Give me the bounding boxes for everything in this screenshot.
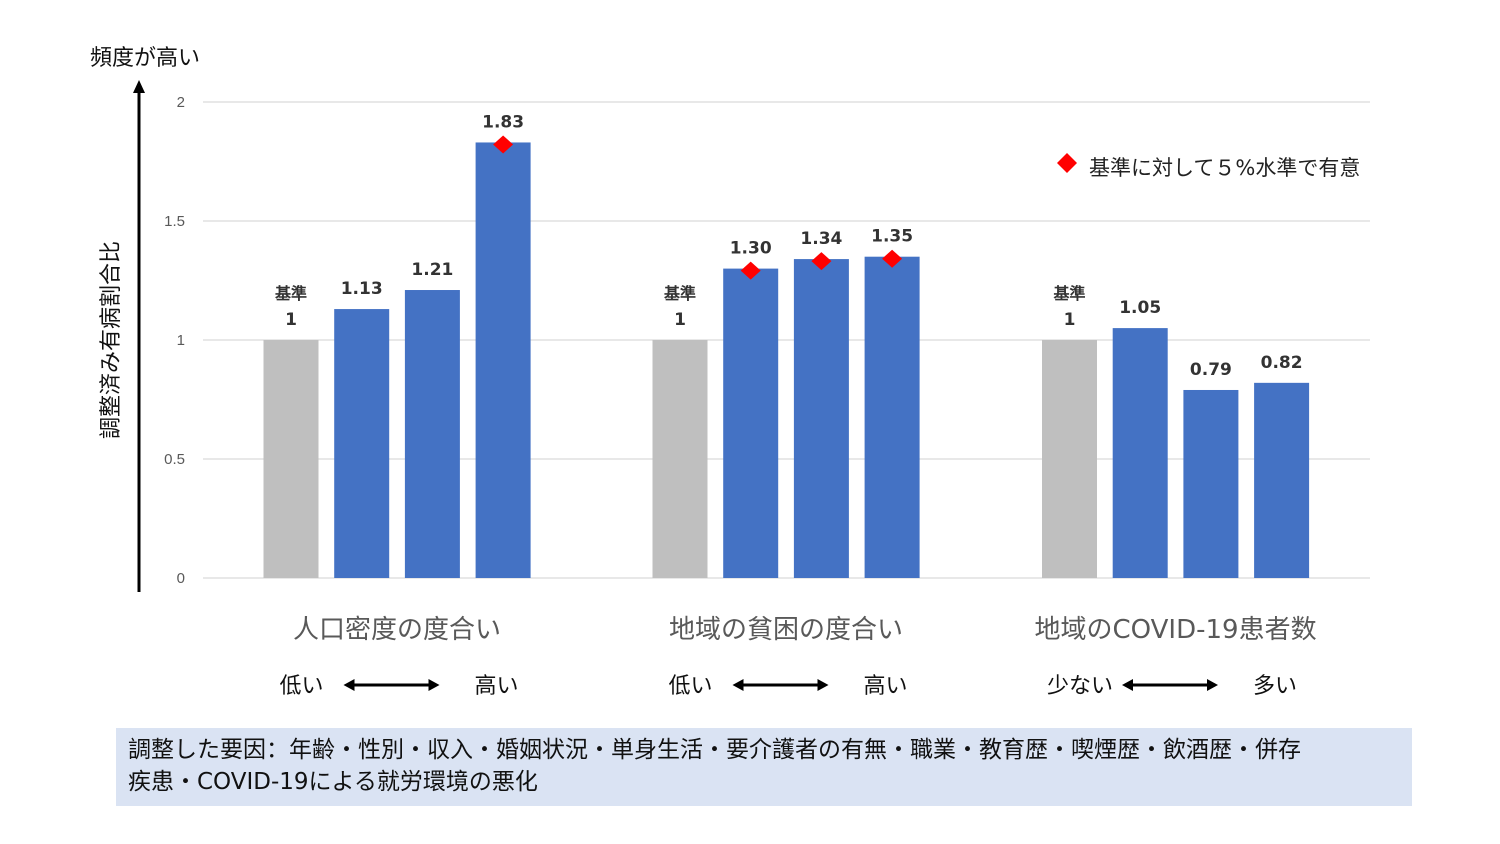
low-label: 少ない	[1047, 674, 1113, 699]
bar	[1183, 389, 1239, 578]
legend-text: 基準に対して５%水準で有意	[1089, 156, 1360, 180]
footnote-line-1: 調整した要因：年齢・性別・収入・婚姻状況・単身生活・要介護者の有無・職業・教育歴…	[128, 737, 1301, 763]
legend-diamond-icon	[1057, 153, 1077, 173]
significance-marker	[740, 261, 761, 280]
reference-bar	[652, 340, 708, 578]
low-label: 低い	[279, 674, 323, 699]
value-labels: 基準 1 1.13 1.21 1.83 基準 1 1.30 1.34 1.35 基準 1 1.05 0.7…	[274, 112, 1303, 380]
reference-label: 基準	[1052, 284, 1085, 303]
value-label: 1	[1064, 310, 1076, 330]
bar	[404, 290, 460, 578]
arrow-right-head	[428, 679, 440, 691]
value-label: 0.82	[1261, 353, 1303, 373]
significance-marker	[882, 249, 903, 268]
reference-bar	[1042, 340, 1097, 578]
value-label: 1.05	[1119, 298, 1161, 318]
y-tick-label: 0.5	[164, 451, 185, 468]
bar	[864, 256, 920, 578]
value-label: 1.13	[341, 279, 383, 299]
arrow-left-head	[1122, 679, 1133, 691]
adjusted-factors-note: 調整した要因：年齢・性別・収入・婚姻状況・単身生活・要介護者の有無・職業・教育歴…	[116, 728, 1412, 806]
low-label: 低い	[668, 674, 712, 699]
high-label: 高い	[863, 674, 907, 699]
y-axis-label: 調整済み有病割合比	[99, 241, 124, 439]
arrow-left-head	[343, 679, 355, 691]
value-label: 1.83	[482, 112, 524, 132]
arrow-left-head	[732, 679, 744, 691]
footnote-line-2: 疾患・COVID-19による就労環境の悪化	[128, 769, 538, 795]
value-label: 1.35	[871, 227, 913, 247]
significance-markers	[493, 135, 903, 280]
value-label: 1.34	[800, 229, 842, 249]
bar	[334, 309, 390, 578]
significance-marker	[493, 135, 514, 154]
bars	[263, 142, 1310, 578]
reference-label: 基準	[663, 284, 696, 303]
bar	[1254, 382, 1310, 578]
high-label: 高い	[474, 674, 518, 699]
arrow-right-head	[817, 679, 829, 691]
y-tick-label: 1.5	[164, 213, 185, 230]
significance-marker	[811, 252, 832, 271]
high-label: 多い	[1253, 674, 1297, 699]
y-direction-label: 頻度が高い	[90, 46, 200, 71]
bar	[723, 268, 779, 578]
group-label: 地域のCOVID-19患者数	[1034, 615, 1316, 645]
bar	[475, 142, 531, 578]
value-label: 1.21	[411, 260, 453, 280]
bar	[1112, 328, 1168, 578]
value-label: 1.30	[730, 239, 772, 259]
reference-label: 基準	[274, 284, 307, 303]
value-label: 1	[285, 310, 297, 330]
y-tick-label: 2	[177, 94, 185, 111]
gridlines: 0 0.5 1 1.5 2	[164, 94, 1370, 587]
arrow-right-head	[1207, 679, 1218, 691]
group-label: 地域の貧困の度合い	[669, 615, 903, 645]
value-label: 0.79	[1190, 360, 1232, 380]
value-label: 1	[674, 310, 686, 330]
group-label: 人口密度の度合い	[293, 615, 501, 645]
y-tick-label: 1	[177, 332, 185, 349]
y-tick-label: 0	[177, 570, 185, 587]
y-axis-arrow-head	[133, 80, 145, 93]
reference-bar	[263, 340, 319, 578]
bar	[793, 259, 849, 578]
bar-chart: 0 0.5 1 1.5 2 基準 1 1.13 1.21 1.83 基準 1 1.30 1.34 1.35…	[90, 46, 1370, 699]
